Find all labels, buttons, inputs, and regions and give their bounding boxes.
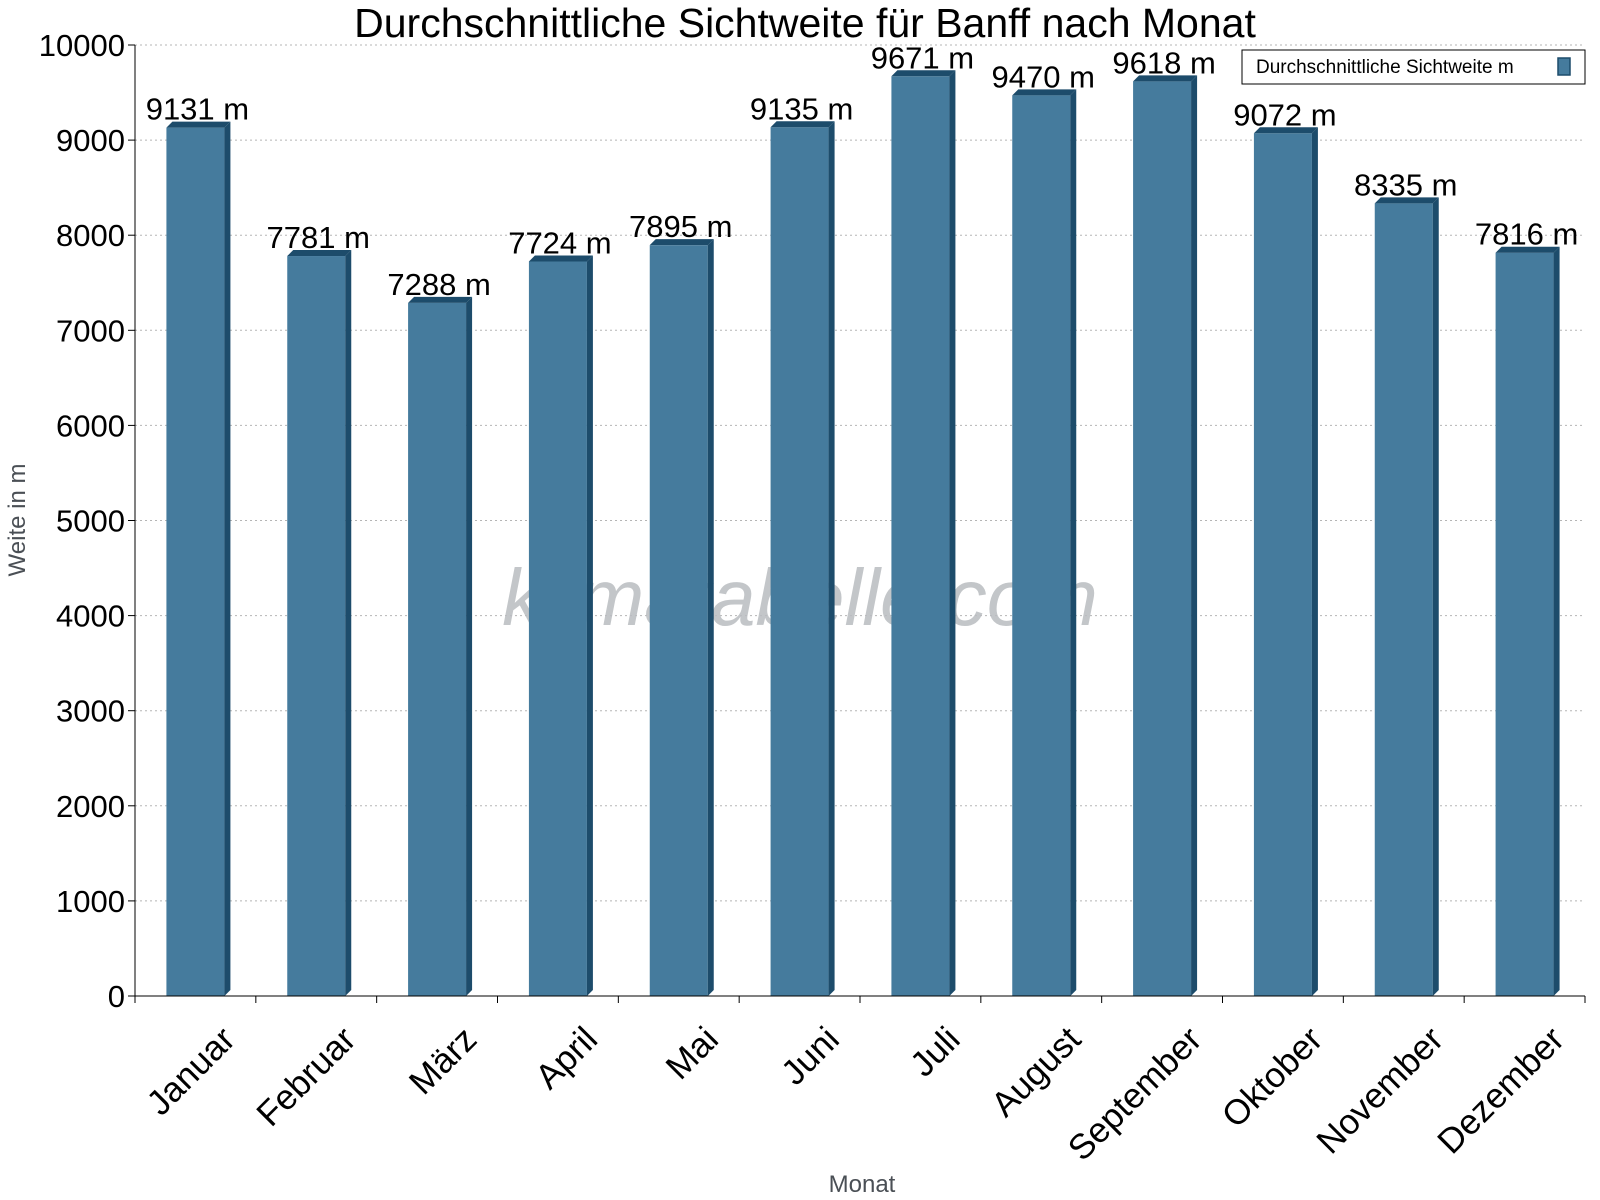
bar-side <box>224 121 231 996</box>
legend: Durchschnittliche Sichtweite m <box>1241 49 1586 85</box>
x-tick-label: April <box>528 1020 605 1097</box>
bar-side <box>586 255 593 996</box>
y-tick-label: 4000 <box>56 599 125 634</box>
bar-top <box>649 239 714 246</box>
y-tick-label: 2000 <box>56 789 125 824</box>
bar-side <box>466 296 473 996</box>
bar-top <box>1374 197 1439 204</box>
data-label: 7781 m <box>267 220 370 255</box>
bar <box>1495 252 1554 997</box>
bar-side <box>949 70 956 996</box>
legend-swatch <box>1557 57 1571 76</box>
x-tick-label: Dezember <box>1430 1019 1572 1161</box>
bar-side <box>1432 197 1439 997</box>
y-tick-label: 5000 <box>56 504 125 539</box>
axes <box>128 44 1586 1003</box>
bar <box>287 256 346 997</box>
bar <box>408 302 467 996</box>
bar-top <box>770 121 835 128</box>
legend-box <box>1241 49 1586 85</box>
bar <box>891 76 950 996</box>
bar <box>528 261 587 996</box>
data-label: 7288 m <box>387 267 490 302</box>
bar <box>770 127 829 997</box>
bar <box>649 245 708 997</box>
bar-side <box>828 121 835 997</box>
y-tick-labels: 0 1000 2000 3000 4000 5000 6000 7000 8000 9000 100… <box>39 28 125 1014</box>
bar-side <box>345 250 352 996</box>
x-tick-label: Januar <box>139 1019 242 1122</box>
bar-side <box>1191 75 1198 997</box>
data-label: 9618 m <box>1112 45 1215 80</box>
bar-top <box>287 250 352 257</box>
grid-lines <box>135 44 1585 902</box>
x-axis-label: Monat <box>829 1171 896 1198</box>
bar <box>1133 81 1192 997</box>
bar <box>166 127 225 996</box>
x-tick-label: August <box>984 1019 1089 1124</box>
y-tick-label: 9000 <box>56 123 125 158</box>
y-tick-label: 7000 <box>56 313 125 348</box>
bar-top <box>1133 75 1198 82</box>
y-tick-label: 10000 <box>39 28 125 63</box>
bar <box>1253 133 1312 996</box>
y-tick-label: 3000 <box>56 694 125 729</box>
x-tick-label: November <box>1309 1019 1451 1161</box>
data-label: 7724 m <box>508 225 611 260</box>
bars <box>166 70 1560 997</box>
data-label: 9135 m <box>750 91 853 126</box>
x-tick-label: Februar <box>249 1019 363 1133</box>
y-tick-label: 8000 <box>56 218 125 253</box>
data-label: 7816 m <box>1475 217 1578 252</box>
bar <box>1012 95 1071 996</box>
x-tick-label: Oktober <box>1214 1019 1330 1135</box>
y-tick-label: 6000 <box>56 408 125 443</box>
y-axis-label: Weite in m <box>4 464 31 577</box>
legend-label: Durchschnittliche Sichtweite m <box>1256 57 1514 78</box>
bar-side <box>1070 89 1077 996</box>
x-tick-labels: Januar Februar März April Mai Juni Juli AugustS… <box>139 1019 1572 1168</box>
x-tick-label: Mai <box>658 1020 725 1087</box>
data-label: 7895 m <box>629 209 732 244</box>
y-tick-label: 1000 <box>56 884 125 919</box>
data-label: 9671 m <box>871 40 974 75</box>
bar-top <box>528 255 593 262</box>
x-tick-label: Juni <box>774 1020 847 1093</box>
data-label: 8335 m <box>1354 167 1457 202</box>
bar-top <box>166 121 231 128</box>
bar-top <box>891 70 956 77</box>
chart-title: Durchschnittliche Sichtweite für Banff n… <box>354 0 1256 46</box>
y-tick-label: 0 <box>108 979 125 1014</box>
data-label: 9072 m <box>1233 97 1336 132</box>
data-label: 9131 m <box>146 92 249 127</box>
data-labels: 9131 m 7781 m 7288 m 7724 m 7895 m 9135 m 9671… <box>146 40 1579 302</box>
bar-side <box>1553 246 1560 997</box>
bar-top <box>1495 246 1560 253</box>
x-tick-label: März <box>402 1020 485 1103</box>
bar <box>1374 203 1433 997</box>
bar-side <box>707 239 714 997</box>
bar-side <box>1311 127 1318 996</box>
x-tick-label: Juli <box>903 1020 968 1085</box>
data-label: 9470 m <box>992 59 1095 94</box>
bar-top <box>1012 89 1077 96</box>
bar-top <box>1253 127 1318 134</box>
bar-top <box>408 296 473 303</box>
